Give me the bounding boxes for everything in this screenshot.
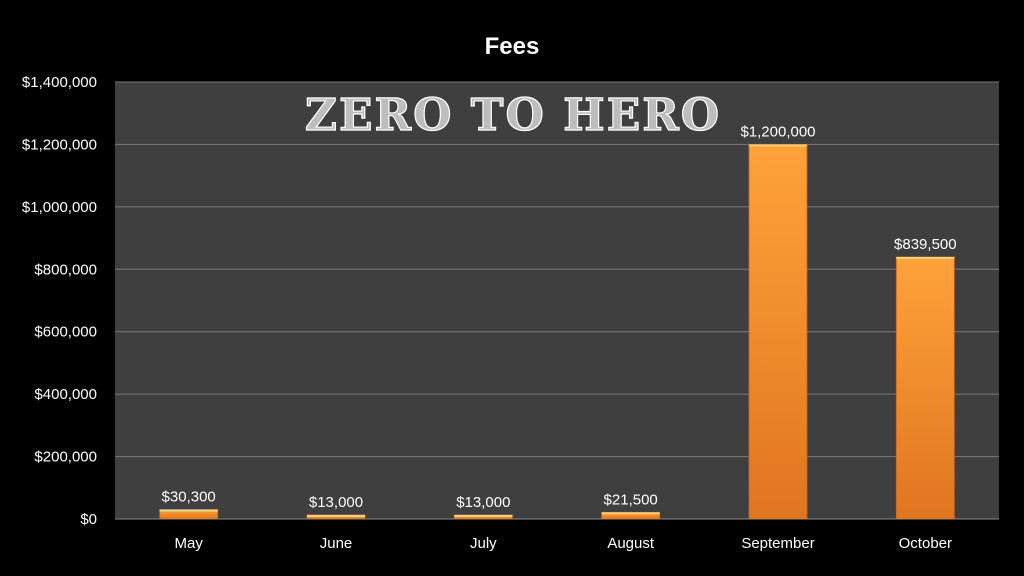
y-tick-label: $1,400,000 [22,74,97,91]
data-label: $21,500 [604,491,658,508]
x-category-label: May [174,535,203,552]
y-tick-label: $200,000 [34,449,97,466]
x-category-label: June [320,535,353,552]
x-category-label: August [607,535,655,552]
bar-highlight [159,509,218,512]
bar-highlight [601,512,660,515]
data-label: $1,200,000 [740,123,815,140]
x-category-label: September [741,535,814,552]
bar-highlight [749,144,807,147]
y-tick-label: $600,000 [34,324,97,341]
bar-highlight [307,514,365,517]
bar-highlight [454,514,513,517]
y-axis-ticks: $0 $200,000 $400,000 $600,000 $800,000 $1,000… [22,74,97,528]
y-tick-label: $1,200,000 [22,136,97,153]
x-category-label: October [899,535,952,552]
x-axis-categories: May June July August September October [174,535,952,552]
chart-title: Fees [485,33,540,60]
bar [748,144,808,520]
x-category-label: July [470,535,497,552]
y-tick-label: $800,000 [34,261,97,278]
data-label: $13,000 [456,494,510,511]
y-tick-label: $1,000,000 [22,199,97,216]
data-labels: $30,300 $13,000 $13,000 $21,500 $1,200,000 $8… [162,123,957,511]
gridlines [115,81,999,458]
data-label: $839,500 [894,236,957,253]
watermark-logo: ZERO TO HERO [305,90,721,141]
data-label: $13,000 [309,494,363,511]
bars [159,144,955,520]
data-label: $30,300 [162,489,216,506]
plot-area [115,82,999,519]
bar [895,256,955,520]
y-tick-label: $0 [80,511,97,528]
y-tick-label: $400,000 [34,386,97,403]
bar-highlight [896,256,955,259]
